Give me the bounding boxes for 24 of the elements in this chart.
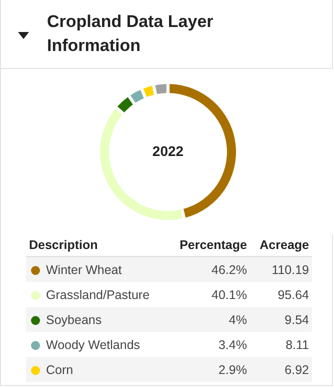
text: Description — [26, 234, 168, 256]
data-label: 2.9% — [168, 357, 250, 382]
chart-title: Cropland Data Layer Information — [47, 11, 214, 57]
legend-label: Corn — [26, 357, 168, 382]
text: 6.92 — [250, 357, 312, 382]
text: 95.64 — [276, 286, 310, 304]
legend-label: Grassland/Pasture — [45, 286, 151, 304]
legend-label: Winter Wheat — [26, 256, 168, 282]
donut-slice — [117, 97, 133, 112]
text: 8.11 — [284, 336, 310, 354]
text: Acreage — [250, 234, 312, 256]
data-label: 40.1% — [210, 286, 248, 304]
donut-slice — [155, 84, 166, 94]
text: Percentage — [168, 234, 250, 256]
data-label: 3.4% — [217, 336, 248, 354]
legend-label: Soybeans — [26, 307, 168, 332]
data-label: 46.2% — [168, 256, 250, 282]
text: 9.54 — [250, 307, 312, 332]
donut-slice — [130, 90, 144, 103]
donut-slice — [143, 86, 154, 97]
data-label: 4% — [168, 307, 250, 332]
text: 2022 — [152, 143, 184, 159]
legend-label: Woody Wetlands — [45, 336, 142, 354]
text: 110.19 — [250, 256, 312, 282]
